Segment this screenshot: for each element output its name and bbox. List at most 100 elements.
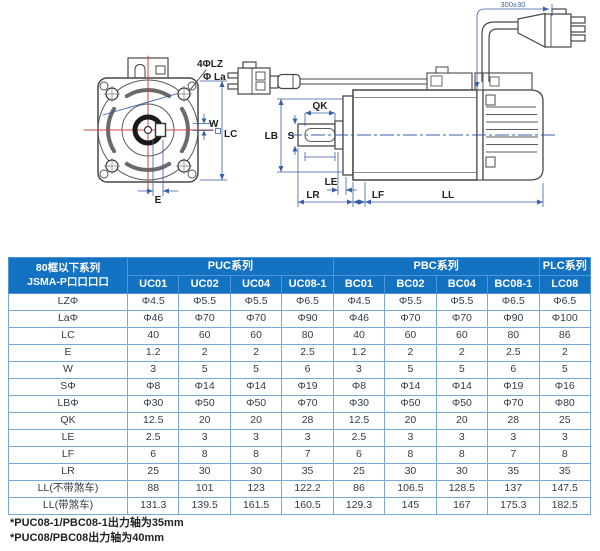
value-cell: Φ5.5 [178,293,231,311]
value-cell: 20 [435,412,489,430]
value-cell: 3 [435,429,489,447]
arrow [292,146,298,152]
model-header: BC08-1 [487,275,540,294]
value-cell: 1.2 [126,344,180,362]
model-header: BC01 [332,275,386,294]
value-cell: 2.5 [487,344,540,362]
value-cell: Φ70 [435,310,489,328]
row-label: LBΦ [8,395,128,413]
arrow [292,118,298,124]
lc-dimension [199,80,228,181]
value-cell: 147.5 [538,480,591,498]
arrow [474,82,480,88]
value-cell: 6 [487,361,540,379]
value-cell: 8 [384,446,437,464]
value-cell: Φ46 [332,310,386,328]
value-cell: Φ14 [435,378,489,396]
arrow [278,166,284,172]
front-connector-slot [134,63,146,79]
front-view: 4ΦLZ Φ La W LC [83,55,237,206]
value-cell: 137 [487,480,540,498]
value-cell: Φ90 [281,310,334,328]
value-cell: Φ6.5 [538,293,591,311]
arrow [332,187,338,193]
value-cell: 160.5 [281,497,334,515]
value-cell: 2.5 [332,429,386,447]
value-cell: 12.5 [126,412,180,430]
model-row: UC01 UC02 UC04 UC08-1 BC01 BC02 BC04 BC08-1 LC08 [9,275,591,294]
rear-bracket-notch [489,76,500,87]
model-header: UC04 [229,275,283,294]
series-row: 80框以下系列 JSMA-P口口口口 PUC系列 PBC系列 PLC系列 [8,257,591,294]
rear-ribs [486,106,538,153]
value-cell: Φ6.5 [281,293,334,311]
value-cell: 30 [229,463,283,481]
arrow [347,199,353,205]
value-cell: Φ50 [435,395,489,413]
arrow [201,118,207,124]
arrow [201,130,207,136]
value-cell: 101 [178,480,231,498]
arrow [219,174,225,180]
row-label: LaΦ [8,310,128,328]
value-cell: Φ16 [538,378,591,396]
holes-label: 4ΦLZ [197,59,223,70]
value-cell: 2 [384,344,437,362]
shaft-length-label: LR [306,190,320,201]
value-cell: 8 [435,446,489,464]
encoder-connector [227,61,301,95]
value-cell: 5 [435,361,489,379]
table-row: LBΦ Φ30 Φ50 Φ50 Φ70 Φ30 Φ50 Φ50 Φ70 Φ80 [8,395,591,413]
value-cell: 129.3 [332,497,386,515]
value-cell: 145 [384,497,437,515]
value-cell: 20 [229,412,283,430]
value-cell: 80 [487,327,540,345]
value-cell: 3 [178,429,231,447]
value-cell: 2 [538,344,591,362]
row-label: LC [8,327,128,345]
row-label: QK [8,412,128,430]
corner-line2: JSMA-P口口口口 [27,275,109,288]
value-cell: 25 [538,412,591,430]
corner-header: 80框以下系列 JSMA-P口口口口 [8,257,128,294]
side-view: 300±30 LB S [227,0,586,207]
bolt-circle-label: Φ La [203,72,226,83]
keyway-width-label: W [209,119,219,130]
arrow [298,199,304,205]
value-cell: 128.5 [435,480,489,498]
arrow [359,199,365,205]
value-cell: 2 [178,344,231,362]
model-header: BC04 [435,275,489,294]
value-cell: Φ70 [487,395,540,413]
row-label: LR [8,463,128,481]
value-cell: 88 [126,480,180,498]
value-cell: 175.3 [487,497,540,515]
value-cell: 161.5 [229,497,283,515]
value-cell: 2.5 [126,429,180,447]
value-cell: 5 [384,361,437,379]
value-cell: 35 [487,463,540,481]
table-row: LE 2.5 3 3 3 2.5 3 3 3 3 [8,429,591,447]
arrow [147,188,153,194]
value-cell: 5 [178,361,231,379]
row-label: E [8,344,128,362]
value-cell: 6 [332,446,386,464]
row-label: LZΦ [8,293,128,311]
table-row: QK 12.5 20 20 28 12.5 20 20 28 25 [8,412,591,430]
arrow [543,6,549,12]
cable-dimension [476,8,549,90]
value-cell: 20 [384,412,437,430]
value-cell: 3 [487,429,540,447]
table-header: 80框以下系列 JSMA-P口口口口 PUC系列 PBC系列 PLC系列 UC01 U… [8,257,591,294]
keyway [154,122,167,138]
terminal-box-detail [430,75,443,87]
arrow [329,110,335,116]
model-header: BC02 [384,275,437,294]
value-cell: 86 [332,480,386,498]
value-cell: 40 [332,327,386,345]
value-cell: 3 [281,429,334,447]
table-row: LL(不带煞车) 88 101 123 122.2 86 106.5 128.5 137 147.… [8,480,591,498]
value-cell: Φ70 [229,310,283,328]
value-cell: 86 [538,327,591,345]
value-cell: 40 [126,327,180,345]
